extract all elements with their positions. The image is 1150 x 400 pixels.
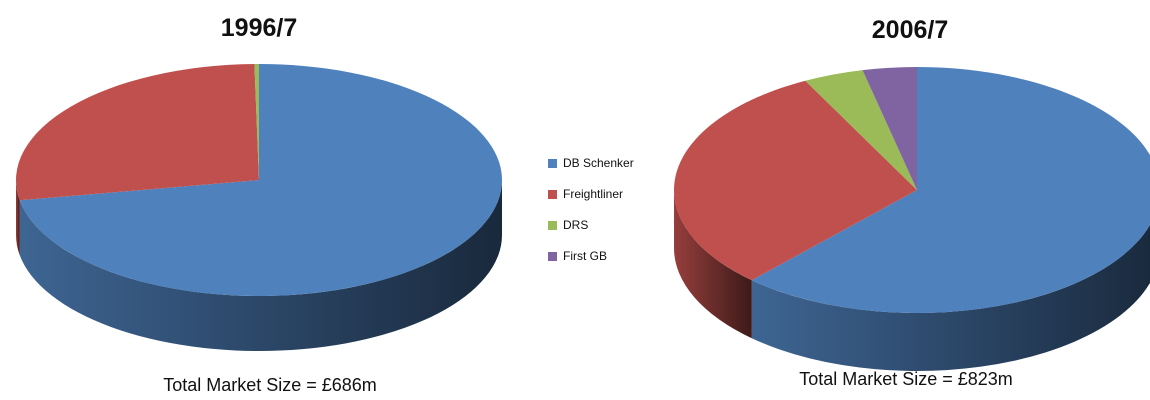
chart-title-1996: 1996/7 bbox=[220, 14, 298, 42]
pie-side-db-schenker bbox=[19, 180, 503, 351]
legend-swatch-db-schenker bbox=[548, 158, 557, 168]
pie-slice-freightliner bbox=[15, 64, 259, 201]
pie-side-freightliner bbox=[674, 190, 752, 339]
legend-item-first-gb: First GB bbox=[548, 245, 634, 267]
legend-swatch-first-gb bbox=[548, 251, 557, 261]
pie-chart-right bbox=[673, 67, 1150, 371]
pie-slice-first-gb bbox=[862, 67, 917, 190]
legend-label: Freightliner bbox=[563, 187, 624, 201]
pie-slice-db-schenker bbox=[19, 64, 503, 296]
legend-item-db-schenker: DB Schenker bbox=[548, 152, 634, 174]
pie-chart-left bbox=[15, 64, 503, 351]
legend-label: First GB bbox=[563, 249, 607, 263]
pie-side-db-schenker bbox=[751, 224, 1150, 371]
chart-title-2006: 2006/7 bbox=[871, 16, 949, 44]
total-market-size-2006: Total Market Size = £823m bbox=[799, 369, 1013, 389]
legend-label: DB Schenker bbox=[563, 156, 634, 170]
pie-slice-db-schenker bbox=[751, 67, 1150, 313]
legend-label: DRS bbox=[563, 218, 589, 232]
legend-swatch-freightliner bbox=[548, 189, 557, 199]
pie-slice-drs bbox=[805, 70, 917, 190]
legend-item-freightliner: Freightliner bbox=[548, 183, 634, 205]
legend: DB Schenker Freightliner DRS First GB bbox=[548, 152, 634, 276]
pie-slice-drs bbox=[254, 64, 259, 180]
total-market-size-1996: Total Market Size = £686m bbox=[163, 375, 377, 395]
legend-item-drs: DRS bbox=[548, 214, 634, 236]
legend-swatch-drs bbox=[548, 220, 557, 230]
pie-slice-freightliner bbox=[673, 80, 917, 281]
pie-side-freightliner bbox=[16, 180, 20, 256]
